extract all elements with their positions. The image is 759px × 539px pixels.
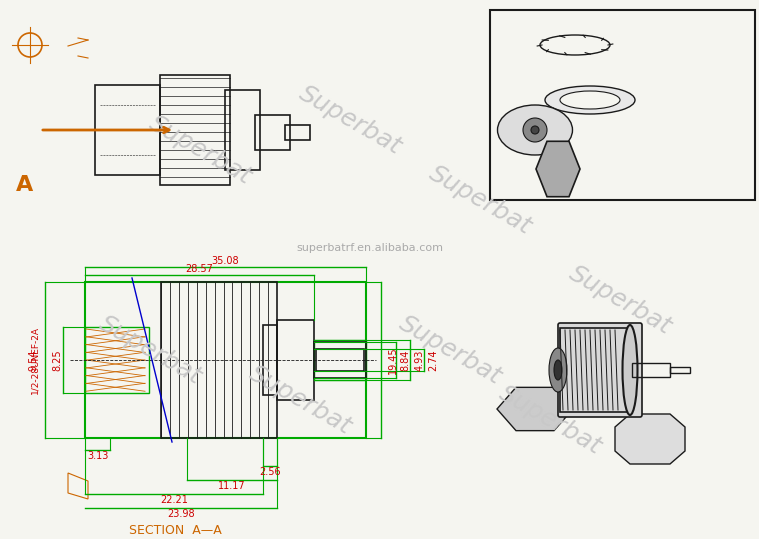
Bar — [632, 363, 670, 377]
Bar — [85, 282, 366, 438]
Bar — [277, 320, 313, 400]
Circle shape — [531, 126, 539, 134]
Text: 8.25: 8.25 — [52, 349, 62, 371]
Bar — [560, 328, 630, 412]
Bar — [670, 367, 690, 373]
Ellipse shape — [545, 86, 635, 114]
Bar — [313, 340, 366, 379]
Bar — [160, 75, 230, 185]
Text: 1/2-28UNEF-2A: 1/2-28UNEF-2A — [30, 326, 39, 394]
Text: Superbat: Superbat — [495, 381, 606, 459]
Text: Superbat: Superbat — [565, 261, 676, 339]
Ellipse shape — [554, 360, 562, 380]
Text: Superbat: Superbat — [244, 361, 355, 439]
Ellipse shape — [497, 105, 572, 155]
FancyBboxPatch shape — [558, 323, 642, 417]
Text: 28.57: 28.57 — [185, 265, 213, 274]
Text: Superbat: Superbat — [424, 161, 535, 239]
Bar — [255, 115, 290, 150]
Text: 3.13: 3.13 — [87, 451, 109, 461]
Bar — [85, 327, 149, 393]
Bar — [225, 90, 260, 170]
Text: 4.93: 4.93 — [414, 349, 424, 371]
Text: Superbat: Superbat — [294, 81, 405, 159]
Bar — [162, 282, 277, 438]
Circle shape — [523, 118, 547, 142]
Text: 9.54: 9.54 — [28, 349, 38, 371]
Text: 8.84: 8.84 — [401, 349, 411, 371]
Bar — [313, 342, 366, 378]
Text: SECTION  A—A: SECTION A—A — [128, 523, 222, 536]
Text: 19.45: 19.45 — [388, 346, 398, 374]
Text: Superbat: Superbat — [395, 311, 505, 389]
Text: 2.56: 2.56 — [259, 467, 281, 476]
Bar — [490, 10, 755, 200]
Text: superbatrf.en.alibaba.com: superbatrf.en.alibaba.com — [297, 243, 443, 253]
Text: 23.98: 23.98 — [167, 509, 195, 519]
Bar — [263, 324, 277, 396]
Text: 35.08: 35.08 — [212, 257, 239, 266]
Bar — [95, 85, 160, 175]
Text: Superbat: Superbat — [95, 311, 206, 389]
Polygon shape — [497, 388, 573, 431]
Text: 22.21: 22.21 — [160, 495, 187, 505]
Bar — [316, 349, 364, 371]
Text: 11.17: 11.17 — [219, 481, 246, 490]
Ellipse shape — [560, 91, 620, 109]
Polygon shape — [536, 141, 580, 197]
Text: 2.74: 2.74 — [429, 349, 439, 371]
Ellipse shape — [622, 325, 638, 415]
Polygon shape — [615, 414, 685, 464]
Ellipse shape — [549, 348, 567, 392]
Bar — [285, 125, 310, 140]
Text: A: A — [17, 175, 33, 195]
Text: Superbat: Superbat — [144, 111, 256, 189]
